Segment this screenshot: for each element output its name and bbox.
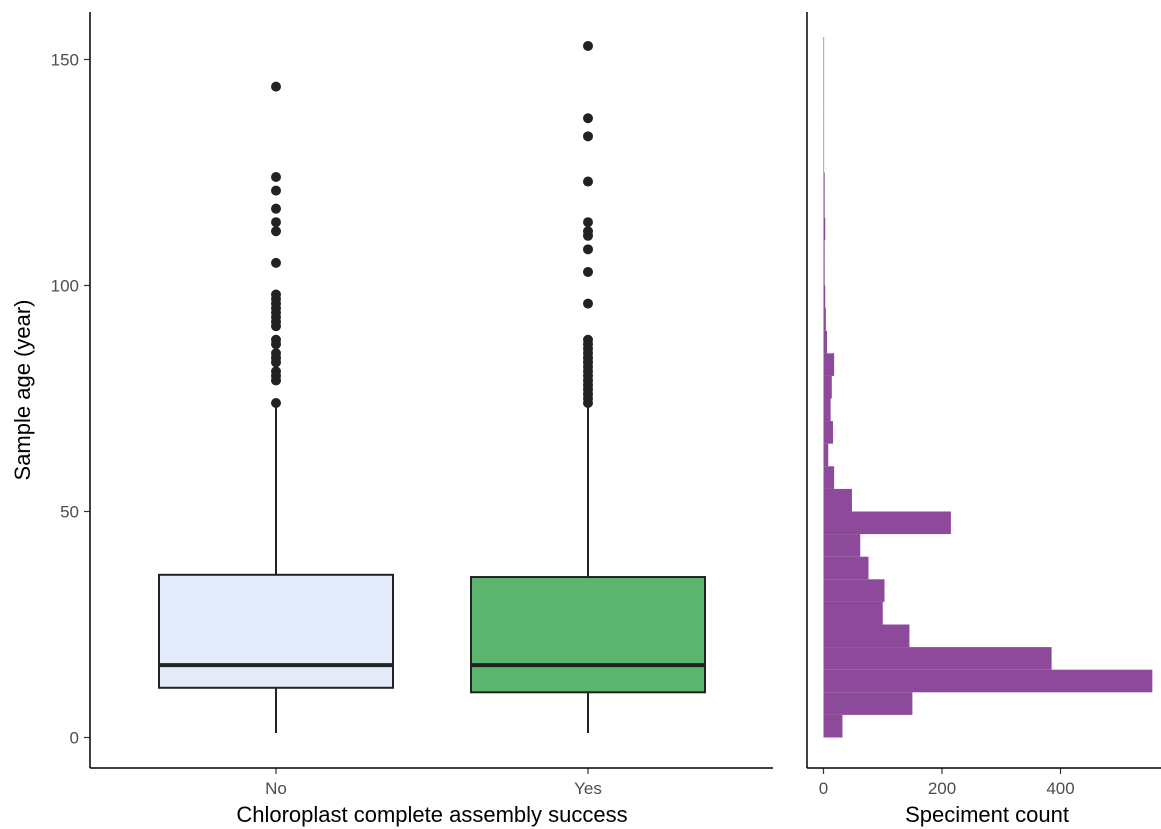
histogram-bar bbox=[823, 240, 825, 263]
histogram-bar bbox=[823, 556, 869, 580]
x-tick-label: 0 bbox=[819, 779, 828, 798]
histogram-bar bbox=[823, 692, 913, 715]
outlier-point bbox=[271, 172, 281, 183]
outlier-point bbox=[583, 176, 593, 187]
outlier-point bbox=[271, 289, 281, 300]
histogram-bar bbox=[823, 149, 825, 173]
histogram-bars bbox=[823, 36, 1153, 738]
outlier-point bbox=[583, 334, 593, 345]
histogram-bar bbox=[823, 624, 910, 648]
histogram-bar bbox=[823, 534, 861, 557]
y-tick-label: 50 bbox=[60, 503, 79, 522]
x-axis-ticks: 0 200 400 bbox=[819, 768, 1075, 798]
outlier-point bbox=[271, 226, 281, 237]
histogram-panel: 0 200 400 Speciment count bbox=[806, 12, 1161, 827]
outlier-point bbox=[271, 203, 281, 214]
outlier-point bbox=[583, 266, 593, 277]
histogram-bar bbox=[823, 398, 831, 422]
y-axis-title: Sample age (year) bbox=[10, 300, 35, 481]
outlier-point bbox=[583, 131, 593, 142]
outlier-point bbox=[271, 348, 281, 359]
x-tick-label: 400 bbox=[1046, 779, 1074, 798]
histogram-bar bbox=[823, 421, 833, 444]
histogram-bar bbox=[823, 217, 826, 241]
histogram-bar bbox=[823, 488, 852, 512]
histogram-bar bbox=[823, 262, 825, 286]
iqr-box bbox=[470, 576, 706, 694]
histogram-bar bbox=[823, 647, 1052, 670]
x-axis-title: Speciment count bbox=[905, 802, 1069, 827]
histogram-bar bbox=[823, 375, 832, 399]
outlier-point bbox=[271, 81, 281, 92]
histogram-bar bbox=[823, 127, 825, 150]
histogram-bar bbox=[823, 172, 825, 196]
outlier-point bbox=[271, 257, 281, 268]
boxplot-panel: 0 50 100 150 No Yes Chloroplast complete ass… bbox=[10, 12, 773, 827]
histogram-bar bbox=[823, 714, 843, 738]
outlier-point bbox=[271, 334, 281, 345]
histogram-bar bbox=[823, 579, 885, 602]
box-yes bbox=[470, 40, 706, 733]
histogram-bar bbox=[823, 330, 828, 354]
boxplot-boxes bbox=[158, 40, 706, 733]
outlier-point bbox=[271, 366, 281, 377]
y-tick-label: 0 bbox=[70, 729, 79, 748]
outlier-point bbox=[583, 40, 593, 51]
histogram-bar bbox=[823, 466, 835, 489]
x-tick-label: 200 bbox=[928, 779, 956, 798]
y-tick-label: 150 bbox=[51, 51, 79, 70]
outlier-point bbox=[583, 113, 593, 124]
outlier-point bbox=[583, 298, 593, 309]
histogram-bar bbox=[823, 104, 825, 128]
y-tick-label: 100 bbox=[51, 277, 79, 296]
histogram-bar bbox=[823, 353, 835, 376]
histogram-bar bbox=[823, 195, 825, 218]
x-axis-title: Chloroplast complete assembly success bbox=[236, 802, 627, 827]
outlier-point bbox=[271, 398, 281, 409]
histogram-bar bbox=[823, 36, 825, 60]
histogram-bar bbox=[823, 443, 829, 467]
histogram-bar bbox=[823, 82, 825, 105]
x-tick-label: Yes bbox=[574, 779, 602, 798]
outlier-point bbox=[271, 217, 281, 228]
histogram-bar bbox=[823, 285, 826, 309]
outlier-point bbox=[583, 217, 593, 228]
box-no bbox=[158, 81, 394, 733]
histogram-bar bbox=[823, 601, 883, 625]
histogram-bar bbox=[823, 308, 826, 331]
y-axis-ticks: 0 50 100 150 bbox=[51, 51, 90, 748]
outlier-point bbox=[583, 226, 593, 237]
x-tick-label: No bbox=[265, 779, 287, 798]
iqr-box bbox=[158, 573, 394, 689]
outlier-point bbox=[583, 244, 593, 255]
x-axis-ticks: No Yes bbox=[265, 768, 602, 798]
histogram-bar bbox=[823, 511, 951, 535]
outlier-point bbox=[271, 185, 281, 196]
histogram-bar bbox=[823, 59, 825, 83]
histogram-bar bbox=[823, 669, 1153, 693]
